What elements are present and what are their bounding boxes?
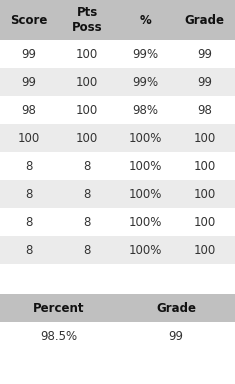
Text: 100: 100: [193, 243, 216, 257]
Bar: [0, 152, 235, 180]
Text: 8: 8: [83, 187, 91, 200]
Text: 100: 100: [76, 48, 98, 61]
Text: 8: 8: [25, 159, 33, 172]
Bar: [0, 124, 235, 152]
Bar: [58, 0, 116, 40]
Text: 99%: 99%: [132, 76, 158, 88]
Text: 100: 100: [193, 187, 216, 200]
Text: 98: 98: [22, 104, 36, 116]
Text: %: %: [139, 13, 151, 26]
Text: 100%: 100%: [128, 215, 162, 228]
Text: 100: 100: [193, 131, 216, 144]
Text: 100: 100: [76, 131, 98, 144]
Text: 100%: 100%: [128, 243, 162, 257]
Text: 100%: 100%: [128, 187, 162, 200]
Text: 99: 99: [168, 329, 184, 343]
Text: Pts
Poss: Pts Poss: [72, 6, 102, 34]
Text: 100: 100: [18, 131, 40, 144]
Text: 8: 8: [83, 215, 91, 228]
Text: 100: 100: [76, 104, 98, 116]
Text: 8: 8: [25, 187, 33, 200]
Text: 8: 8: [25, 243, 33, 257]
Bar: [0, 294, 235, 322]
Text: 99: 99: [21, 48, 36, 61]
Text: 99: 99: [197, 48, 212, 61]
Text: 99: 99: [197, 76, 212, 88]
Text: 100%: 100%: [128, 131, 162, 144]
Text: 98.5%: 98.5%: [40, 329, 77, 343]
Bar: [0, 96, 235, 124]
Text: 99%: 99%: [132, 48, 158, 61]
Bar: [116, 0, 174, 40]
Text: Grade: Grade: [156, 301, 196, 314]
Bar: [0, 68, 235, 96]
Text: 8: 8: [83, 243, 91, 257]
Bar: [0, 0, 58, 40]
Text: 99: 99: [21, 76, 36, 88]
Bar: [174, 0, 235, 40]
Text: 100: 100: [76, 76, 98, 88]
Text: 100%: 100%: [128, 159, 162, 172]
Bar: [0, 40, 235, 68]
Bar: [0, 322, 235, 350]
Text: 98: 98: [197, 104, 212, 116]
Bar: [0, 180, 235, 208]
Bar: [0, 208, 235, 236]
Bar: [0, 236, 235, 264]
Text: 8: 8: [25, 215, 33, 228]
Text: Grade: Grade: [184, 13, 224, 26]
Text: Percent: Percent: [33, 301, 84, 314]
Text: 98%: 98%: [132, 104, 158, 116]
Text: 100: 100: [193, 159, 216, 172]
Text: 8: 8: [83, 159, 91, 172]
Text: Score: Score: [10, 13, 48, 26]
Text: 100: 100: [193, 215, 216, 228]
